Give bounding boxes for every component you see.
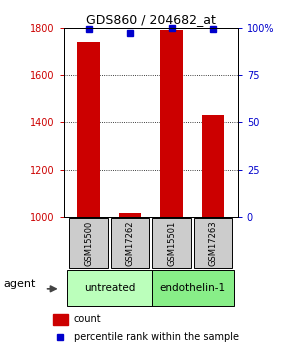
- Bar: [111, 218, 149, 268]
- Text: GSM17262: GSM17262: [126, 220, 135, 266]
- Bar: [152, 218, 191, 268]
- Text: endothelin-1: endothelin-1: [159, 283, 225, 293]
- Text: GSM17263: GSM17263: [209, 220, 218, 266]
- Bar: [202, 115, 224, 217]
- Bar: [77, 42, 100, 217]
- Bar: [119, 213, 142, 217]
- Bar: [53, 314, 68, 325]
- Bar: [152, 270, 235, 306]
- Title: GDS860 / 204682_at: GDS860 / 204682_at: [86, 13, 216, 27]
- Text: GSM15501: GSM15501: [167, 220, 176, 266]
- Text: untreated: untreated: [84, 283, 135, 293]
- Bar: [194, 218, 232, 268]
- Bar: [160, 30, 183, 217]
- Text: percentile rank within the sample: percentile rank within the sample: [74, 333, 239, 342]
- Text: count: count: [74, 315, 101, 324]
- Bar: [69, 218, 108, 268]
- Text: agent: agent: [3, 279, 36, 289]
- Text: GSM15500: GSM15500: [84, 220, 93, 266]
- Bar: [67, 270, 152, 306]
